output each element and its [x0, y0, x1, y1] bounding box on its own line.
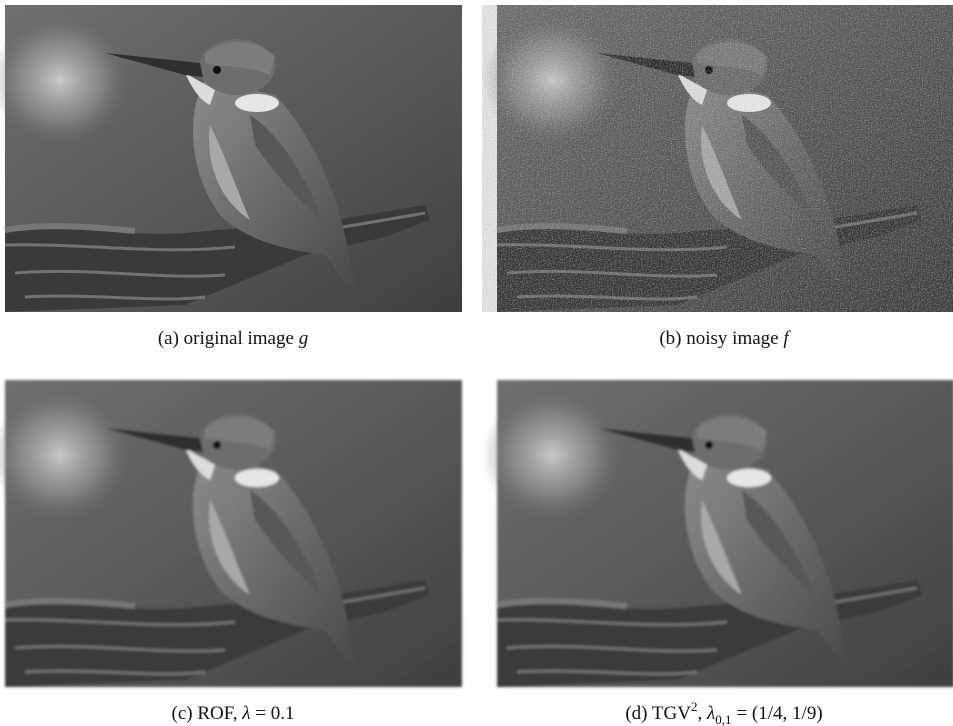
image-tgv: [482, 380, 953, 687]
caption-label: (b): [659, 328, 681, 349]
caption-symbol: f: [783, 328, 791, 349]
caption-rest: = (1/4, 1/9): [736, 703, 822, 724]
caption-d: (d) TGV2, λ0,1= (1/4, 1/9): [625, 699, 822, 726]
caption-symbol: λ: [241, 703, 250, 724]
image-noisy: [482, 5, 953, 312]
figure: (a) original image g (b) noisy image f (…: [0, 0, 953, 726]
caption-c: (c) ROF, λ = 0.1: [172, 703, 295, 724]
caption-text: original image: [184, 328, 294, 349]
caption-label: (c): [172, 703, 193, 724]
caption-symbol: g: [299, 328, 309, 349]
caption-comma: ,: [697, 703, 702, 724]
caption-rest: = 0.1: [255, 703, 294, 724]
caption-label: (a): [158, 328, 179, 349]
caption-a: (a) original image g: [158, 328, 308, 349]
image-rof: [0, 380, 462, 687]
caption-b: (b) noisy image f: [659, 328, 791, 349]
caption-sub: 0,1: [715, 712, 731, 726]
caption-symbol: λ: [706, 703, 715, 724]
caption-text: ROF,: [197, 703, 237, 724]
caption-label: (d): [625, 703, 647, 724]
caption-text: TGV: [652, 703, 691, 724]
caption-text: noisy image: [686, 328, 778, 349]
image-original: [0, 5, 462, 312]
